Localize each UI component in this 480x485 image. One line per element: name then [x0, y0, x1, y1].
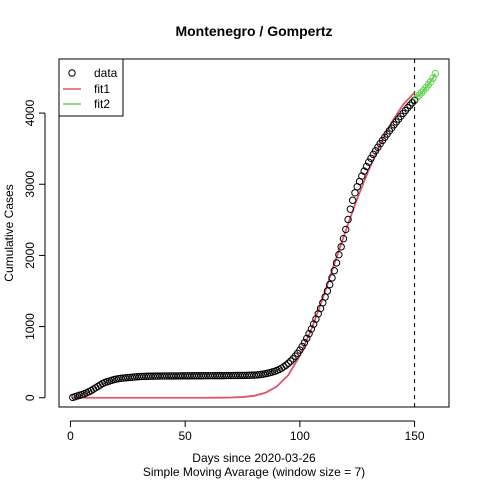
data-point — [362, 162, 371, 171]
data-point — [367, 154, 375, 162]
data-point — [248, 371, 256, 379]
data-point — [328, 274, 336, 282]
data-point — [406, 101, 414, 109]
y-axis: 0 1000 2000 3000 4000 — [23, 99, 46, 401]
x-axis-label: Days since 2020-03-26 — [192, 451, 316, 465]
legend-data-symbol — [68, 69, 76, 77]
data-point — [131, 373, 139, 381]
legend-fit1-label: fit1 — [94, 82, 110, 96]
fit2-point — [415, 91, 423, 99]
data-point — [360, 167, 368, 175]
data-point — [305, 330, 313, 338]
data-point — [323, 287, 332, 295]
data-point — [250, 371, 258, 379]
fit2-point — [417, 89, 426, 97]
fit2-point — [431, 69, 439, 78]
y-tick-label: 2000 — [23, 242, 37, 269]
x-tick-label: 100 — [290, 429, 310, 443]
data-point — [408, 99, 416, 107]
data-point — [330, 267, 338, 275]
legend: data fit1 fit2 — [58, 58, 124, 117]
data-point — [410, 96, 419, 104]
x-tick-label: 50 — [178, 429, 192, 443]
data-point — [346, 205, 355, 213]
data-point — [348, 196, 357, 204]
data-point — [124, 373, 132, 382]
data-point — [326, 280, 334, 289]
data-point — [284, 359, 293, 367]
y-axis-label: Cumulative Cases — [2, 184, 16, 281]
x-tick-label: 150 — [405, 429, 425, 443]
legend-box — [58, 58, 124, 117]
data-point — [335, 251, 343, 259]
y-tick-label: 0 — [23, 394, 37, 401]
y-tick-label: 4000 — [23, 99, 37, 126]
chart-title: Montenegro / Gompertz — [175, 23, 332, 39]
data-point — [298, 342, 306, 351]
legend-fit2-label: fit2 — [94, 97, 110, 111]
x-axis-sublabel: Simple Moving Avarage (window size = 7) — [143, 465, 365, 479]
data-point — [119, 374, 127, 382]
data-point — [365, 158, 373, 166]
data-point — [287, 357, 295, 365]
data-point — [254, 371, 263, 379]
data-point — [404, 104, 412, 112]
data-point — [342, 225, 350, 234]
data-point — [337, 243, 345, 251]
chart-marks — [69, 69, 439, 402]
data-point — [303, 334, 311, 343]
data-point — [126, 373, 134, 382]
legend-data-label: data — [94, 66, 118, 80]
data-point — [128, 373, 137, 381]
x-tick-label: 0 — [67, 429, 74, 443]
data-point — [300, 338, 309, 347]
data-point — [339, 234, 348, 243]
y-tick-label: 1000 — [23, 313, 37, 340]
data-point — [135, 372, 143, 381]
x-axis: 0 50 100 150 — [67, 420, 425, 443]
plot-frame — [58, 58, 450, 408]
fit1-line — [72, 91, 416, 399]
fit2-point — [429, 74, 437, 82]
data-point — [282, 361, 290, 369]
data-point — [252, 371, 260, 379]
data-point — [344, 215, 352, 224]
data-point — [117, 374, 125, 383]
fit2-point — [413, 94, 421, 102]
data-point — [351, 189, 359, 197]
y-tick-label: 3000 — [23, 171, 37, 198]
data-point — [332, 259, 341, 267]
data-point — [280, 363, 288, 371]
data-point — [121, 374, 130, 382]
